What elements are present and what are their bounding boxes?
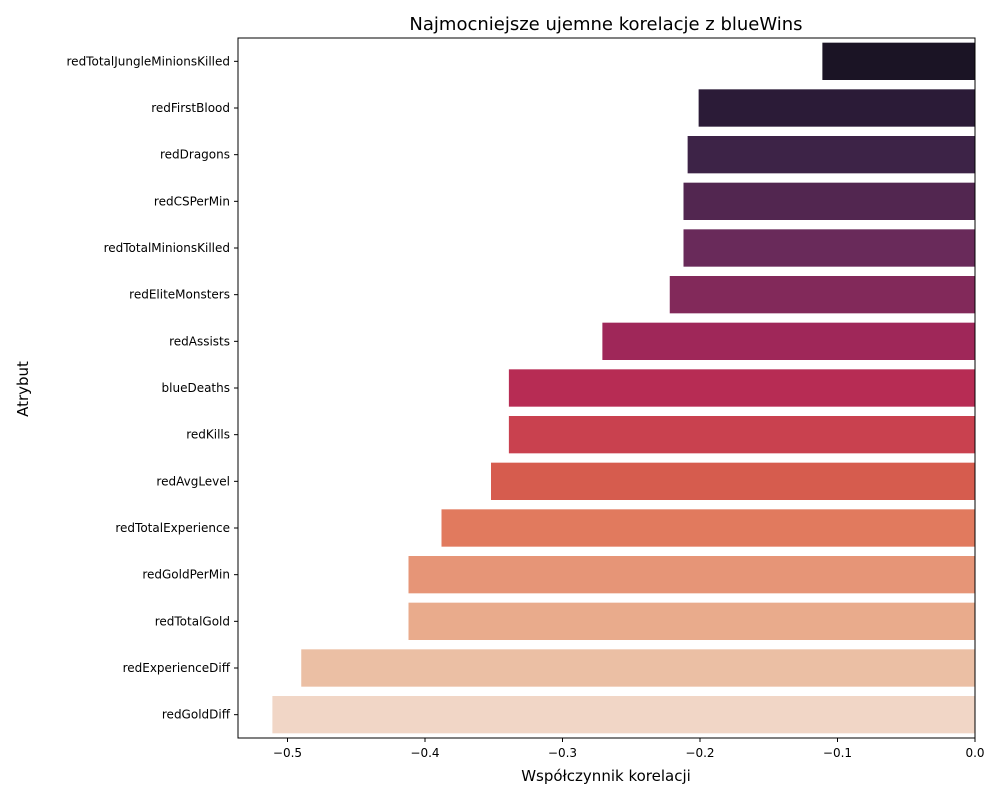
bar-blueDeaths [508,369,975,407]
bar-redExperienceDiff [301,649,975,687]
chart-title: Najmocniejsze ujemne korelacje z blueWin… [409,14,802,35]
bar-redAvgLevel [491,462,975,500]
category-label: redTotalJungleMinionsKilled [67,54,230,68]
x-axis-title: Współczynnik korelacji [521,767,691,785]
category-labels: redTotalJungleMinionsKilled redFirstBlood… [67,54,238,722]
x-tick-label: −0.2 [685,746,714,760]
x-tick-label: −0.4 [410,746,439,760]
category-label: blueDeaths [162,381,230,395]
plot-frame [237,37,976,739]
bar-redTotalGold [408,602,975,640]
category-label: redAssists [169,334,230,348]
bar-redAssists [602,322,975,360]
category-label: redGoldPerMin [142,568,230,582]
category-label: redDragons [160,148,230,162]
bar-redDragons [687,136,975,174]
bar-redGoldPerMin [408,556,975,594]
category-label: redExperienceDiff [123,661,231,675]
bar-redKills [508,416,975,454]
x-tick-label: −0.3 [548,746,577,760]
category-label: redTotalGold [155,614,230,628]
bar-redTotalMinionsKilled [683,229,975,267]
x-tick-label: 0.0 [965,746,984,760]
bar-redCSPerMin [683,182,975,220]
bars-layer [272,42,975,734]
y-axis-title: Atrybut [14,361,32,417]
bar-redGoldDiff [272,696,975,734]
category-label: redTotalExperience [115,521,230,535]
bar-redFirstBlood [698,89,975,127]
x-tick-label: −0.1 [823,746,852,760]
category-label: redGoldDiff [162,708,231,722]
bar-redTotalExperience [441,509,975,547]
bar-redTotalJungleMinionsKilled [822,42,975,80]
category-label: redEliteMonsters [129,288,230,302]
x-tick-label: −0.5 [273,746,302,760]
x-axis-ticks: −0.5 −0.4 −0.3 −0.2 −0.1 0.0 [273,738,985,760]
category-label: redAvgLevel [156,474,230,488]
category-label: redKills [186,428,230,442]
category-label: redTotalMinionsKilled [104,241,230,255]
axes-frame [237,37,976,739]
category-label: redCSPerMin [154,194,230,208]
category-label: redFirstBlood [151,101,230,115]
bar-redEliteMonsters [669,276,975,314]
